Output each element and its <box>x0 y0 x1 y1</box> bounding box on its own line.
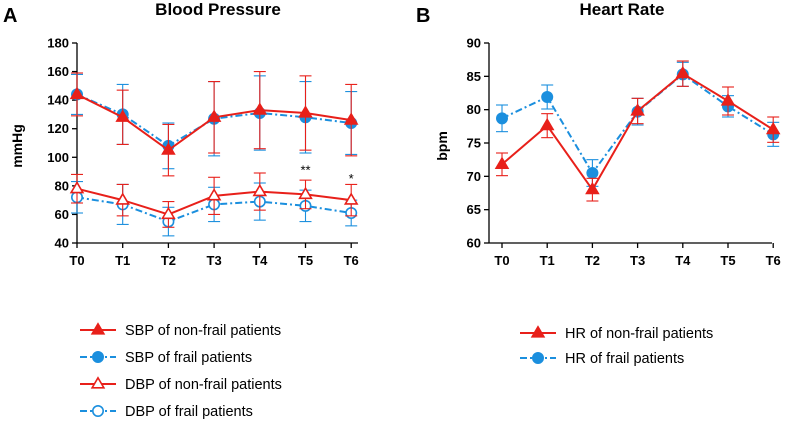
legend-1-entry-1-marker <box>531 351 544 364</box>
panel-a-series-0-point <box>206 109 222 122</box>
panel-b-series-0-point <box>765 121 781 135</box>
panel-b-series-0-point <box>630 103 645 116</box>
panel-a-series-0-point <box>161 142 176 155</box>
panel-b-series-1-point <box>495 112 508 125</box>
panel-a-title: Blood Pressure <box>155 0 281 19</box>
panel-b-ytick-label: 80 <box>467 102 481 117</box>
panel-b-xtick-label: T3 <box>630 253 645 268</box>
legend-0-entry-1: SBP of frail patients <box>80 350 252 366</box>
legend-0-entry-3: DBP of frail patients <box>80 404 253 420</box>
panel-a-ytick-label: 80 <box>55 178 69 193</box>
legend-0-entry-2: DBP of non-frail patients <box>80 376 282 393</box>
legend-0-entry-0: SBP of non-frail patients <box>80 322 281 339</box>
panel-b-xtick-label: T4 <box>675 253 691 268</box>
panel-a-series-0-point <box>298 105 313 118</box>
panel-b-series-0-point <box>494 156 510 169</box>
legend-1-entry-1-label: HR of frail patients <box>565 351 684 367</box>
panel-b-legend: HR of non-frail patients HR of frail pati… <box>520 325 713 367</box>
panel-b-xtick-label: T2 <box>585 253 600 268</box>
panel-a-xtick-label: T2 <box>161 253 176 268</box>
panel-b-xtick-label: T6 <box>766 253 781 268</box>
panel-b-ylabel: bpm <box>434 131 450 161</box>
panel-a-series-2-point <box>206 188 222 201</box>
panel-a-series-2-point <box>252 183 268 197</box>
panel-a-legend: SBP of non-frail patients SBP of frail pa… <box>80 322 282 420</box>
panel-a-series-0-point <box>69 86 85 100</box>
panel-a-significance-mark: * <box>349 171 354 186</box>
legend-0-entry-3-marker <box>92 404 105 417</box>
legend-0-entry-3-label: DBP of frail patients <box>125 404 253 420</box>
panel-b-ytick-label: 85 <box>467 69 481 84</box>
panel-b-series-1 <box>495 61 780 187</box>
panel-a-letter: A <box>3 5 17 27</box>
legend-0-entry-1-marker <box>92 350 105 363</box>
panel-b-series-0 <box>494 60 781 202</box>
legend-0-entry-2-marker <box>90 376 106 389</box>
panel-a-series-2 <box>69 172 359 228</box>
panel-a-series-0-point <box>115 109 130 122</box>
legend-0-entry-0-label: SBP of non-frail patients <box>125 323 281 339</box>
panel-a-significance-mark: ** <box>300 163 310 178</box>
legend-1-entry-0: HR of non-frail patients <box>520 325 713 342</box>
panel-a-series-2-point <box>161 206 176 220</box>
panel-b-ytick-label: 70 <box>467 169 481 184</box>
panel-b-xtick-label: T1 <box>540 253 555 268</box>
panel-b-series-1-point <box>541 91 554 104</box>
panel-a-xtick-label: T4 <box>252 253 268 268</box>
panel-a-series-0-point <box>343 112 359 125</box>
panel-b-title: Heart Rate <box>579 0 664 19</box>
panel-a-series-2-point <box>115 192 130 205</box>
panel-b-series-0-point <box>675 65 691 79</box>
legend-0-entry-0-marker <box>90 322 106 335</box>
panel-b-xtick-label: T5 <box>720 253 735 268</box>
panel-a-ytick-label: 180 <box>47 36 69 51</box>
panel-b-ytick-label: 60 <box>467 236 481 251</box>
panel-a-ytick-label: 100 <box>47 150 69 165</box>
panel-b-ytick-label: 65 <box>467 202 481 217</box>
panel-a-xtick-label: T6 <box>344 253 359 268</box>
panel-b-series-1-point <box>586 167 599 180</box>
panel-b-series-0-point <box>539 117 555 131</box>
legend-1-entry-0-label: HR of non-frail patients <box>565 326 713 342</box>
panel-b-letter: B <box>416 5 430 27</box>
legend-1-entry-1: HR of frail patients <box>520 351 684 367</box>
panel-a-series-0 <box>69 71 359 177</box>
legend-0-entry-1-label: SBP of frail patients <box>125 350 252 366</box>
panel-a-ytick-label: 140 <box>47 93 69 108</box>
panel-a-series-2-point <box>343 192 359 205</box>
panel-a-series-2-point <box>69 180 85 194</box>
panel-a-ytick-label: 40 <box>55 236 69 251</box>
panel-a-ytick-label: 60 <box>55 207 69 222</box>
panel-b-series-0-point <box>585 181 600 195</box>
panel-a-series-2-point <box>298 186 313 200</box>
panel-a-xtick-label: T1 <box>115 253 130 268</box>
panel-b-series-0-point <box>720 93 736 106</box>
panel-b-xtick-label: T0 <box>494 253 509 268</box>
panel-a-ytick-label: 160 <box>47 64 69 79</box>
legend-0-entry-2-label: DBP of non-frail patients <box>125 377 282 393</box>
panel-b-ytick-label: 90 <box>467 36 481 51</box>
panel-b-series-0-line <box>501 72 774 192</box>
legend-1-entry-0-marker <box>530 325 546 338</box>
panel-b-ytick-label: 75 <box>467 136 481 151</box>
panel-a-xtick-label: T5 <box>298 253 313 268</box>
panel-a-xtick-label: T3 <box>207 253 222 268</box>
panel-b-plot: 60 65 70 75 80 85 90 T0 T1 T2 T3 T4 T5 T6 <box>467 36 781 269</box>
panel-a-ytick-label: 120 <box>47 121 69 136</box>
panel-a-ylabel: mmHg <box>9 124 25 168</box>
panel-a-xtick-label: T0 <box>69 253 84 268</box>
panel-a-series-0-point <box>252 102 268 115</box>
